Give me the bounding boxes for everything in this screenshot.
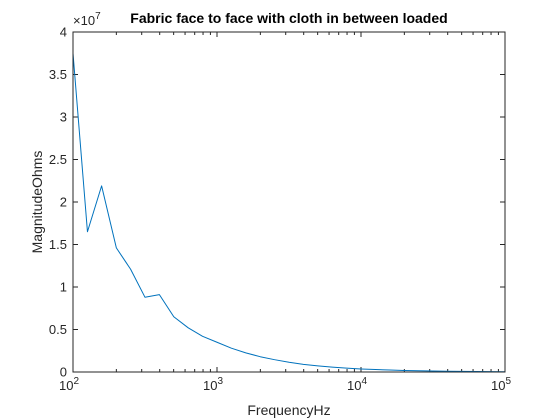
x-axis-label: FrequencyHz bbox=[247, 402, 330, 418]
y-tick-labels: 0 0.5 1 1.5 2 2.5 3 3.5 4 bbox=[49, 25, 67, 380]
x-tick-label: 103 bbox=[203, 376, 223, 393]
x-tick-labels: 102 103 104 105 bbox=[59, 376, 511, 393]
chart-title: Fabric face to face with cloth in betwee… bbox=[130, 10, 447, 26]
series-layer bbox=[72, 53, 506, 373]
y-tick-label: 0 bbox=[60, 365, 67, 380]
y-tick-label: 3 bbox=[60, 110, 67, 125]
y-axis-label: MagnitudeOhms bbox=[29, 151, 45, 254]
axes-box bbox=[72, 31, 506, 373]
y-tick-label: 1.5 bbox=[49, 237, 67, 252]
y-multiplier-label: ×107 bbox=[73, 11, 101, 28]
x-tick-exponent: 2 bbox=[73, 376, 79, 387]
x-tick-exponent: 4 bbox=[361, 376, 367, 387]
x-tick-label: 102 bbox=[59, 376, 79, 393]
x-tick-label: 104 bbox=[347, 376, 367, 393]
x-tick-label: 105 bbox=[491, 376, 511, 393]
x-tick-base: 10 bbox=[203, 378, 217, 393]
x-tick-exponent: 5 bbox=[505, 376, 511, 387]
y-tick-label: 4 bbox=[60, 25, 67, 40]
y-tick-label: 2.5 bbox=[49, 152, 67, 167]
x-tick-base: 10 bbox=[347, 378, 361, 393]
plot-area bbox=[73, 32, 505, 372]
y-tick-label: 0.5 bbox=[49, 322, 67, 337]
series-line bbox=[72, 53, 506, 373]
y-multiplier-exponent: 7 bbox=[95, 11, 101, 22]
y-tick-label: 3.5 bbox=[49, 67, 67, 82]
y-tick-label: 1 bbox=[60, 280, 67, 295]
x-tick-base: 10 bbox=[491, 378, 505, 393]
x-tick-base: 10 bbox=[59, 378, 73, 393]
x-tick-exponent: 3 bbox=[217, 376, 223, 387]
y-multiplier-base: ×10 bbox=[73, 13, 95, 28]
y-tick-label: 2 bbox=[60, 195, 67, 210]
